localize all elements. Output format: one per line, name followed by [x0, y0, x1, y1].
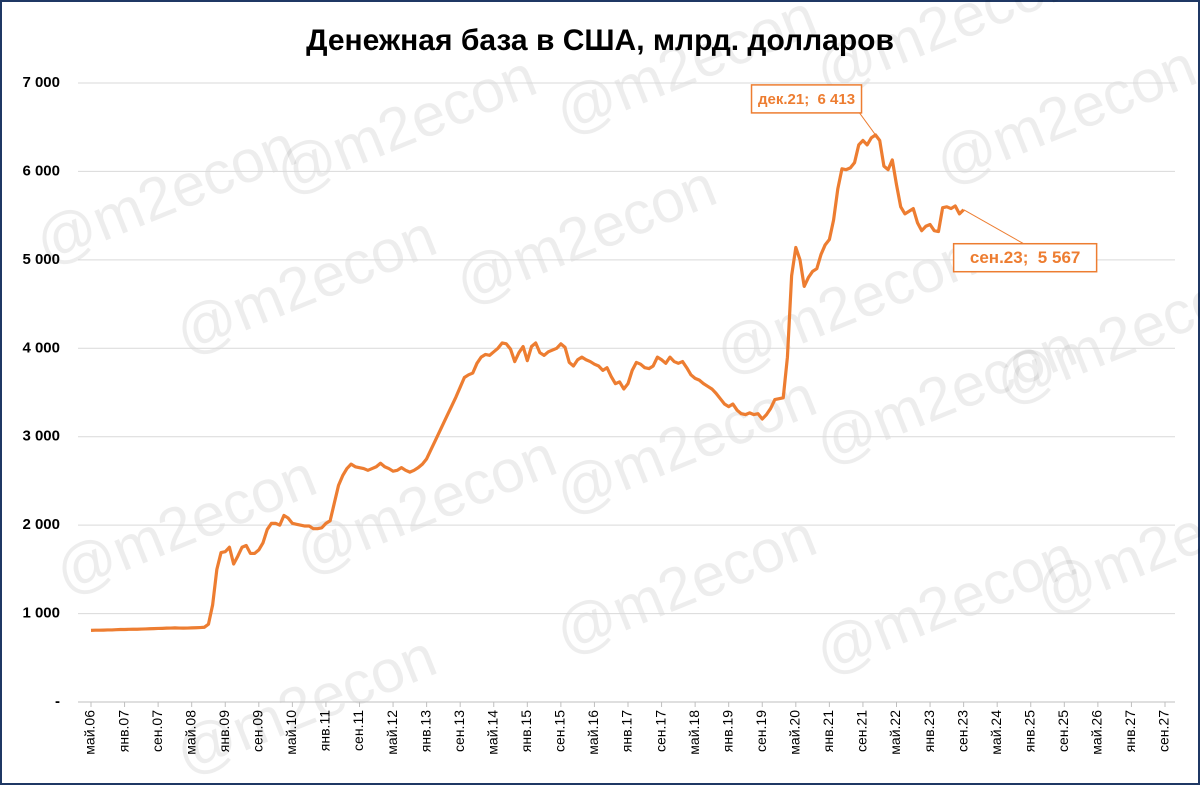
x-tick-label: янв.13 — [417, 710, 433, 752]
x-tick-label: янв.21 — [820, 710, 836, 752]
y-tick-label: 5 000 — [22, 251, 60, 268]
x-tick-label: сен.25 — [1055, 710, 1071, 752]
x-tick-label: янв.23 — [921, 710, 937, 752]
x-tick-label: янв.17 — [619, 710, 635, 752]
x-tick-label: сен.09 — [250, 710, 266, 752]
line — [90, 133, 965, 632]
x-tick-label: сен.23 — [954, 710, 970, 752]
x-tick-label: сен.11 — [350, 710, 366, 751]
x-tick-label: май.10 — [283, 710, 299, 755]
y-tick-label: - — [55, 693, 60, 710]
x-tick-label: сен.15 — [552, 710, 568, 752]
x-tick-label: май.14 — [484, 710, 500, 755]
y-tick-label: 2 000 — [22, 516, 60, 533]
leader-line — [859, 112, 876, 136]
x-tick-label: май.06 — [82, 710, 98, 755]
y-tick-label: 4 000 — [22, 339, 60, 356]
y-tick-label: 7 000 — [22, 74, 60, 91]
x-tick-label: май.16 — [585, 710, 601, 755]
x-tick-label: май.08 — [182, 710, 198, 755]
x-tick-label: май.12 — [384, 710, 400, 755]
x-tick-label: янв.27 — [1122, 710, 1138, 752]
x-tick-label: май.24 — [988, 710, 1004, 755]
x-tick-label: май.18 — [686, 710, 702, 755]
data-label: сен.23; 5 567 — [970, 248, 1080, 267]
x-tick-label: янв.19 — [719, 710, 735, 752]
x-tick-label: сен.21 — [854, 710, 870, 752]
x-tick-label: май.22 — [887, 710, 903, 755]
y-tick-label: 3 000 — [22, 428, 60, 445]
y-tick-label: 6 000 — [22, 162, 60, 179]
x-tick-label: янв.15 — [518, 710, 534, 752]
x-tick-label: май.20 — [787, 710, 803, 755]
x-tick-label: янв.09 — [216, 710, 232, 752]
label-box — [952, 242, 1098, 273]
chart-title: Денежная база в США, млрд. долларов — [306, 24, 894, 57]
data-label: дек.21; 6 413 — [758, 91, 855, 108]
x-tick-label: янв.07 — [115, 710, 131, 752]
label-box — [750, 84, 863, 114]
x-tick-label: сен.07 — [149, 710, 165, 752]
x-tick-label: янв.25 — [1021, 710, 1037, 752]
y-tick-label: 1 000 — [22, 605, 60, 622]
x-tick-label: май.26 — [1089, 710, 1105, 755]
x-tick-label: сен.17 — [652, 710, 668, 752]
x-tick-label: сен.19 — [753, 710, 769, 752]
leader-line — [963, 209, 1024, 245]
x-tick-label: сен.13 — [451, 710, 467, 752]
x-tick-label: сен.27 — [1156, 710, 1172, 752]
x-tick-label: янв.11 — [317, 710, 333, 751]
